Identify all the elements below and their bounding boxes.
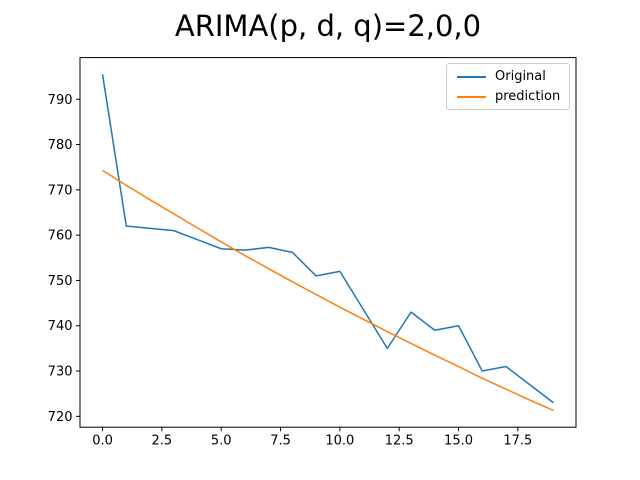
original-line: [101, 74, 554, 404]
x-axis-tick-label: 0.0: [92, 434, 113, 449]
y-axis-tick-label: 720: [48, 410, 73, 425]
legend-label-prediction: prediction: [495, 89, 561, 104]
y-axis-tick-label: 740: [48, 319, 73, 334]
y-axis-tick-label: 780: [48, 138, 73, 153]
y-axis-tick-label: 750: [48, 274, 73, 289]
x-axis-tick-label: 10.0: [325, 434, 354, 449]
y-axis-tick-label: 790: [48, 93, 73, 108]
x-axis-tick-label: 7.5: [270, 434, 291, 449]
prediction-line-swatch: [457, 95, 486, 98]
legend-item-original: Original: [453, 67, 563, 86]
x-axis-tick-label: 15.0: [444, 434, 473, 449]
y-axis-tick-label: 730: [48, 365, 73, 380]
prediction-line: [102, 169, 554, 412]
legend: Original prediction: [446, 63, 570, 110]
x-axis-tick-label: 2.5: [152, 434, 173, 449]
y-axis-tick-label: 760: [48, 229, 73, 244]
y-axis-tick-label: 770: [48, 183, 73, 198]
x-axis-tick-label: 12.5: [385, 434, 414, 449]
x-axis-tick-label: 17.5: [503, 434, 532, 449]
legend-item-prediction: prediction: [453, 87, 563, 106]
legend-label-original: Original: [495, 69, 546, 84]
chart-title: ARIMA(p, d, q)=2,0,0: [174, 9, 482, 43]
axes-frame: [79, 57, 577, 428]
x-axis-tick-label: 5.0: [211, 434, 232, 449]
original-line-swatch: [457, 75, 486, 78]
